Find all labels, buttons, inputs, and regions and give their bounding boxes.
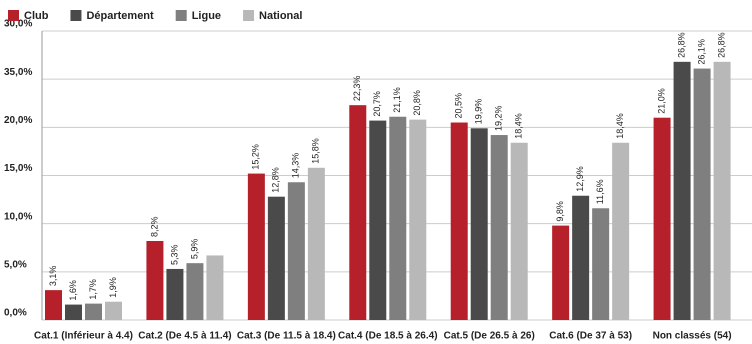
y-tick-label: 0,0%	[4, 308, 27, 319]
bar	[409, 119, 427, 320]
bar	[490, 135, 508, 320]
bar	[166, 268, 184, 320]
data-label: 1,6%	[68, 280, 78, 301]
bar	[572, 195, 590, 320]
data-label: 20,7%	[372, 91, 382, 117]
x-tick-label: Cat.5 (De 26.5 à 26)	[444, 331, 535, 342]
x-tick-label: Cat.6 (De 37 à 53)	[549, 331, 632, 342]
data-label: 22,3%	[352, 76, 362, 102]
bar	[389, 116, 407, 320]
data-label: 15,2%	[251, 144, 261, 170]
legend-label: Département	[86, 10, 154, 22]
data-label: 18,4%	[615, 113, 625, 139]
bar	[450, 122, 468, 321]
data-label: 21,0%	[656, 88, 666, 114]
data-label: 26,1%	[696, 39, 706, 65]
data-label: 8,2%	[149, 216, 159, 237]
data-label: 26,8%	[716, 32, 726, 58]
data-label: 14,3%	[291, 153, 301, 179]
bar	[693, 68, 711, 320]
bar	[105, 301, 122, 320]
data-label: 19,2%	[494, 106, 504, 132]
bar	[653, 117, 671, 320]
y-tick-label: 20,0%	[4, 115, 32, 126]
y-tick-label: 30,0%	[4, 19, 32, 30]
legend-swatch	[175, 10, 187, 21]
bar	[307, 167, 325, 320]
bar	[287, 182, 305, 320]
x-tick-label: Cat.2 (De 4.5 à 11.4)	[138, 331, 231, 342]
data-label: 12,8%	[271, 167, 281, 193]
data-label: 3,1%	[48, 266, 58, 287]
bar	[45, 290, 62, 320]
data-label: 5,3%	[169, 244, 179, 265]
data-label: 18,4%	[514, 113, 524, 139]
legend-label: Club	[24, 10, 49, 22]
data-label: 15,8%	[311, 138, 321, 164]
bar	[612, 142, 630, 320]
legend-label: National	[259, 10, 302, 22]
bar	[713, 61, 731, 321]
data-label: 20,8%	[412, 90, 422, 116]
bar	[552, 225, 570, 320]
data-label: 1,9%	[108, 277, 118, 298]
data-label: 5,9%	[189, 239, 199, 260]
data-label: 26,8%	[676, 32, 686, 58]
x-tick-label: Cat.1 (Inférieur à 4.4)	[34, 331, 133, 342]
bar	[146, 241, 164, 320]
bar	[470, 128, 488, 320]
bar	[247, 173, 265, 320]
data-label: 9,8%	[555, 201, 565, 222]
bar	[65, 304, 82, 320]
legend-swatch	[243, 10, 255, 21]
bar	[510, 142, 528, 320]
data-label: 1,7%	[88, 279, 98, 300]
bar	[673, 61, 691, 321]
y-tick-label: 10,0%	[4, 211, 32, 222]
y-tick-label: 35,0%	[4, 67, 32, 78]
y-tick-label: 15,0%	[4, 163, 32, 174]
data-label: 11,6%	[595, 179, 605, 204]
data-label: 21,1%	[392, 87, 402, 113]
x-tick-label: Non classés (54)	[653, 331, 732, 342]
legend-swatch	[70, 10, 82, 21]
bar	[85, 303, 102, 320]
bar	[206, 255, 224, 320]
bar	[267, 196, 285, 320]
x-tick-label: Cat.4 (De 18.5 à 26.4)	[338, 331, 438, 342]
bar	[369, 120, 387, 320]
bar	[592, 208, 610, 320]
data-label: 20,5%	[454, 93, 464, 119]
x-tick-label: Cat.3 (De 11.5 à 18.4)	[237, 331, 336, 342]
legend-label: Ligue	[192, 10, 221, 22]
y-tick-label: 5,0%	[4, 259, 27, 270]
data-label: 19,9%	[474, 99, 484, 125]
data-label: 12,9%	[575, 166, 585, 192]
bar	[186, 263, 204, 320]
legend-swatch	[8, 10, 19, 21]
bar	[349, 105, 367, 320]
